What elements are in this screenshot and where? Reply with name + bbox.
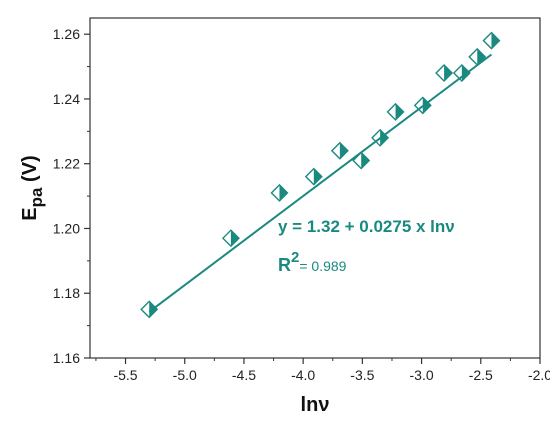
data-point xyxy=(413,96,432,115)
y-tick-label: 1.20 xyxy=(53,220,80,236)
data-point xyxy=(371,128,390,147)
r-squared-sup: 2 xyxy=(291,249,299,266)
data-point xyxy=(452,64,471,83)
x-axis: -5.5 -5.0 -4.5 -4.0 -3.5 -3.0 -2.5 -2.0 xyxy=(95,358,550,383)
r-squared-label: R xyxy=(278,255,291,275)
data-points-layer xyxy=(140,31,501,319)
fit-equation: y = 1.32 + 0.0275 x lnν xyxy=(278,217,455,236)
y-axis-title-unit: (V) xyxy=(19,155,41,187)
y-axis-title-sub: pa xyxy=(27,187,46,207)
y-axis: 1.16 1.18 1.20 1.22 1.24 1.26 xyxy=(53,26,90,366)
x-tick-label: -5.0 xyxy=(173,367,197,383)
y-tick-label: 1.22 xyxy=(53,156,80,172)
plot-area-frame xyxy=(89,17,541,359)
x-tick-label: -3.0 xyxy=(410,367,434,383)
x-axis-title: lnν xyxy=(301,394,330,416)
data-point xyxy=(330,141,349,160)
r-squared: R2= 0.989 xyxy=(278,249,347,275)
data-point xyxy=(221,229,240,248)
data-point xyxy=(468,47,487,66)
y-tick-label: 1.18 xyxy=(53,285,80,301)
data-point xyxy=(386,102,405,121)
plot-frame xyxy=(89,17,541,359)
y-tick-label: 1.24 xyxy=(53,91,80,107)
x-tick-label: -4.5 xyxy=(232,367,256,383)
x-tick-label: -5.5 xyxy=(113,367,137,383)
data-point xyxy=(140,300,159,319)
data-point xyxy=(435,64,454,83)
x-tick-label: -4.0 xyxy=(291,367,315,383)
fit-line xyxy=(148,53,493,313)
r-squared-value: = 0.989 xyxy=(299,258,346,274)
data-point xyxy=(352,151,371,170)
x-tick-label: -3.5 xyxy=(350,367,374,383)
y-tick-label: 1.26 xyxy=(53,26,80,42)
x-tick-label: -2.5 xyxy=(469,367,493,383)
data-point xyxy=(304,167,323,186)
data-point xyxy=(270,183,289,202)
fit-line-layer xyxy=(148,53,493,313)
data-point xyxy=(482,31,501,50)
x-tick-label: -2.0 xyxy=(528,367,550,383)
y-axis-title: Epa (V) xyxy=(19,155,46,220)
y-tick-label: 1.16 xyxy=(53,350,80,366)
y-axis-title-main: E xyxy=(19,207,41,220)
